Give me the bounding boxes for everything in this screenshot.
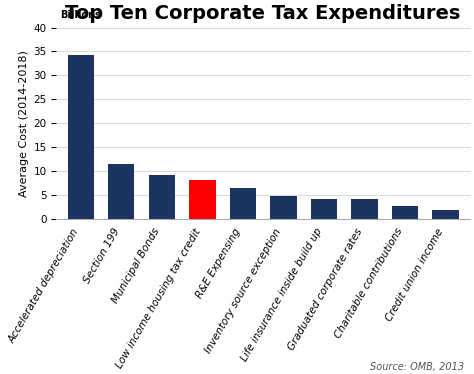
Title: Top Ten Corporate Tax Expenditures: Top Ten Corporate Tax Expenditures (65, 4, 461, 23)
Bar (351, 199, 378, 219)
Bar (108, 165, 135, 219)
Bar (68, 55, 94, 219)
Bar (311, 199, 337, 219)
Bar (270, 196, 297, 219)
Bar (432, 211, 459, 219)
Bar (392, 206, 418, 219)
Y-axis label: Average Cost (2014-2018): Average Cost (2014-2018) (19, 50, 29, 197)
Text: Billions: Billions (61, 10, 101, 20)
Text: Source: OMB, 2013: Source: OMB, 2013 (370, 362, 465, 372)
Bar (189, 180, 216, 219)
Bar (149, 175, 175, 219)
Bar (230, 188, 256, 219)
